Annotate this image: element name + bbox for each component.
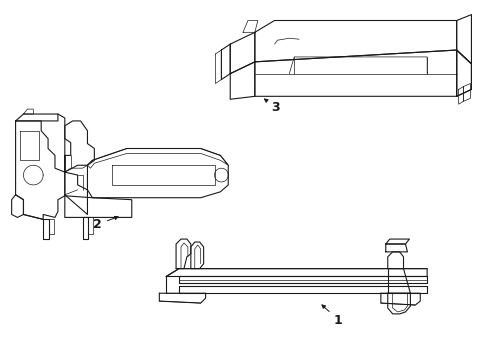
Text: 1: 1 (321, 305, 342, 327)
Text: 3: 3 (264, 99, 280, 114)
Text: 2: 2 (93, 216, 118, 231)
